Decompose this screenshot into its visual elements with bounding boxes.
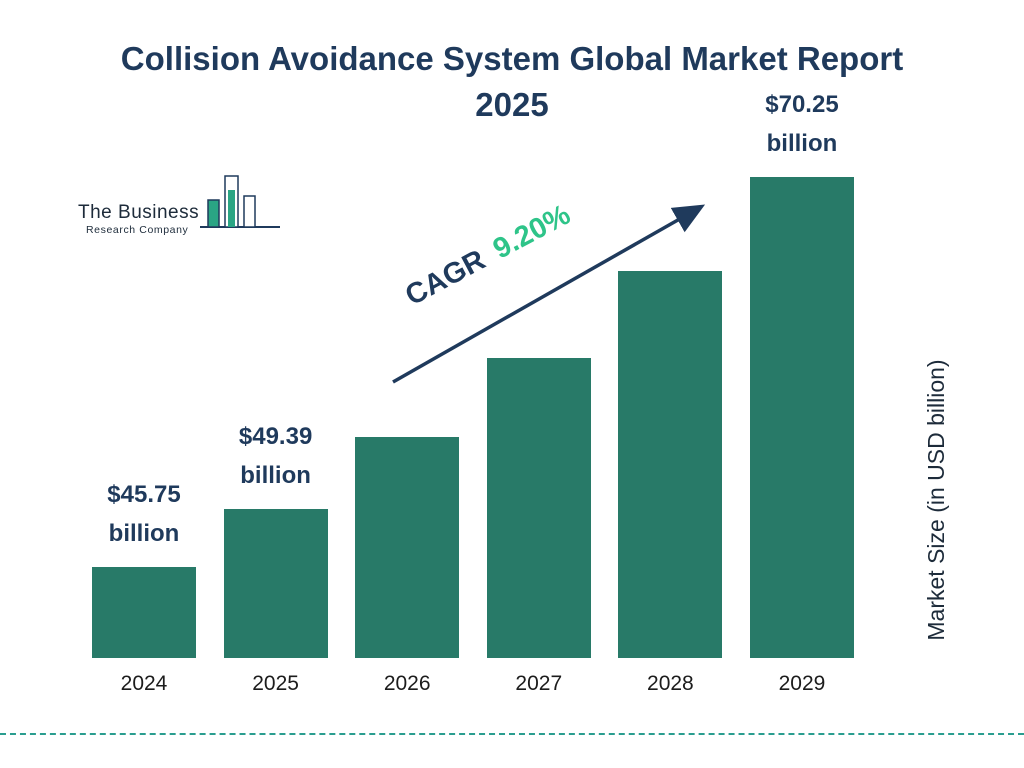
bar-2026 [355,437,460,658]
bar-chart: $45.75 billion 2024 $49.39 billion 2025 2026 20… [92,91,854,695]
x-tick-2026: 2026 [383,672,431,695]
x-tick-2024: 2024 [120,672,168,695]
logo-text-line1: The Business [78,202,200,223]
cagr-trend-arrow [392,204,706,384]
bar-2029 [749,177,854,658]
value-amount: $70.25 [765,91,839,119]
value-label-2025: $49.39 billion [198,418,354,495]
bar-column-2026: 2026 [355,170,460,695]
page-title: Collision Avoidance System Global Market… [120,40,904,124]
x-tick-2028: 2028 [647,672,694,695]
bar-column-2028: 2028 [618,170,723,695]
value-unit: billion [766,129,838,157]
y-axis-label: Market Size (in USD billion) [923,359,949,641]
logo-bar-chart-icon [200,175,280,228]
bottom-dashed-divider [0,733,1024,735]
bar-2028 [618,271,723,658]
bar-column-2029: $70.25 billion 2029 [749,91,854,695]
bar-column-2024: $45.75 billion 2024 [92,170,196,695]
bar-column-2025: $49.39 billion 2025 [223,170,328,695]
value-amount: $49.39 [238,423,313,451]
company-logo: The Business Research Company [76,170,282,244]
x-tick-2029: 2029 [778,672,826,695]
value-label-2024: $45.75 billion [66,476,222,553]
bar-2024 [92,567,196,658]
bar-2025 [223,509,328,658]
logo-text-line2: Research Company [86,224,189,236]
x-tick-2027: 2027 [515,672,563,695]
bar-column-2027: 2027 [486,170,591,695]
bar-2027 [486,358,591,658]
value-unit: billion [240,461,311,489]
value-label-2029: $70.25 billion [724,86,880,163]
x-tick-2025: 2025 [252,672,299,695]
value-amount: $45.75 [107,481,181,509]
value-unit: billion [108,519,180,547]
